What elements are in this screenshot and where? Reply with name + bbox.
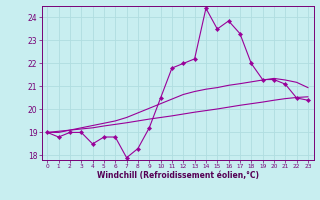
X-axis label: Windchill (Refroidissement éolien,°C): Windchill (Refroidissement éolien,°C) xyxy=(97,171,259,180)
